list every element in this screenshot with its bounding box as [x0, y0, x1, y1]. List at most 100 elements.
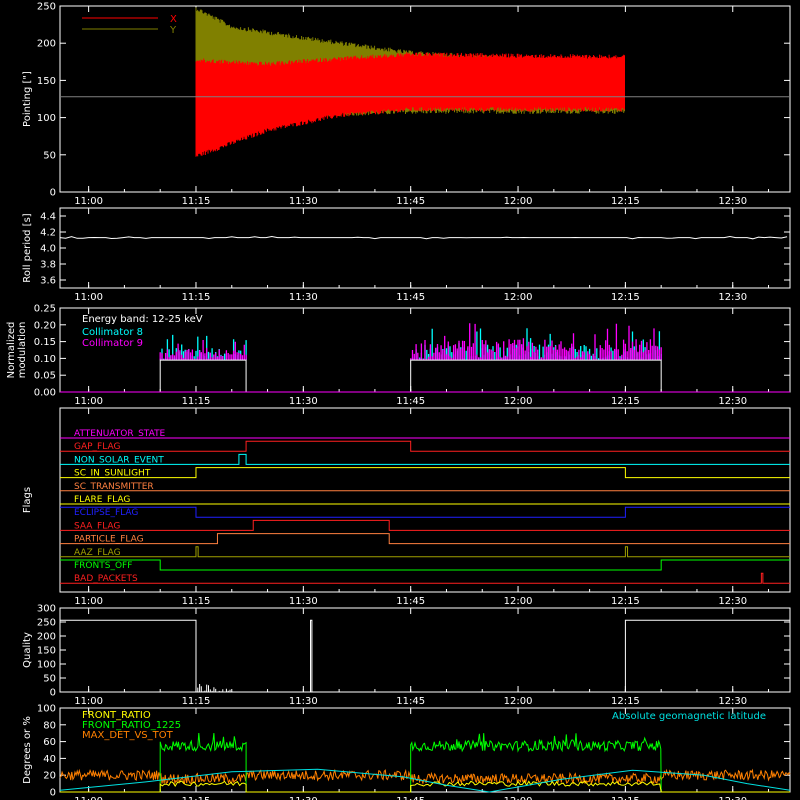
modulation-time-tick-label: 12:00: [504, 396, 533, 407]
roll-time-tick-label: 11:45: [396, 292, 425, 303]
roll-time-tick-label: 12:15: [611, 292, 640, 303]
flag-fronts-off-label: FRONTS_OFF: [74, 561, 132, 571]
pointing-time-tick-label: 12:15: [611, 196, 640, 207]
flags-frame: [59, 407, 791, 593]
quality-line: [60, 619, 790, 693]
quality-noise: [195, 684, 238, 692]
flags-time-tick-label: 11:45: [396, 596, 425, 607]
quality-y-tick-label: 200: [37, 632, 56, 643]
flag-flare-flag-label: FLARE_FLAG: [74, 495, 130, 505]
modulation-y-tick-label: 0.00: [34, 388, 56, 399]
flags-panel: 11:00 11:15 11:30 11:45 12:00 12:15 12:30 Flags…: [22, 407, 791, 607]
quality-y-tick-label: 250: [37, 618, 56, 629]
degrees-y-tick-label: 40: [43, 754, 56, 765]
quality-time-tick-label: 12:00: [504, 696, 533, 707]
roll-y-tick-label: 3.8: [40, 260, 56, 271]
modulation-y-label: modulation: [17, 322, 28, 379]
modulation-panel: 11:00 11:15 11:30 11:45 12:00 12:15 12:30 Norma…: [6, 304, 791, 407]
degrees-y-tick-label: 60: [43, 737, 56, 748]
quality-y-tick-label: 300: [37, 604, 56, 615]
flag-particle-flag-trace: [60, 533, 790, 545]
flag-non-solar-event-label: NON_SOLAR_EVENT: [74, 455, 164, 465]
degrees-y-tick-label: 80: [43, 720, 56, 731]
roll-y-tick-label: 3.6: [40, 276, 56, 287]
legend-max-det-vs-tot: MAX_DET_VS_TOT: [82, 730, 174, 741]
pointing-time-tick-label: 12:30: [718, 196, 747, 207]
quality-y-tick-label: 150: [37, 646, 56, 657]
degrees-y-tick-label: 20: [43, 771, 56, 782]
pointing-time-tick-label: 11:00: [74, 196, 103, 207]
degrees-y-label: Degrees or %: [22, 716, 33, 784]
roll-y-tick-label: 4.4: [40, 212, 56, 223]
flag-gap-flag-trace: [60, 440, 790, 452]
quality-time-tick-label: 11:00: [74, 696, 103, 707]
pointing-time-tick-label: 12:00: [504, 196, 533, 207]
quality-time-tick-label: 12:15: [611, 696, 640, 707]
modulation-y-tick-label: 0.20: [34, 320, 56, 331]
quality-panel: 11:00 11:15 11:30 11:45 12:00 12:15 12:30 Quali…: [22, 604, 791, 707]
degrees-time-tick-label: 11:15: [182, 796, 211, 800]
modulation-y-tick-label: 0.10: [34, 354, 56, 365]
roll-frame: [59, 207, 791, 289]
modulation-y-tick-label: 0.25: [34, 304, 56, 315]
modulation-time-tick-label: 11:00: [74, 396, 103, 407]
quality-time-tick-label: 11:30: [289, 696, 318, 707]
quality-y-tick-label: 100: [37, 660, 56, 671]
series-max-det-vs-tot: [59, 768, 791, 786]
pointing-panel: 11:00 11:15 11:30 11:45 12:00 12:15 12:30 Point…: [22, 2, 791, 207]
flag-particle-flag-label: PARTICLE_FLAG: [74, 535, 144, 545]
modulation-y-tick-label: 0.15: [34, 337, 56, 348]
roll-time-tick-label: 12:00: [504, 292, 533, 303]
degrees-time-tick-label: 11:45: [396, 796, 425, 800]
flags-time-tick-label: 11:15: [182, 596, 211, 607]
modulation-time-tick-label: 11:30: [289, 396, 318, 407]
pointing-time-tick-label: 11:15: [182, 196, 211, 207]
roll-y-label: Roll period [s]: [22, 213, 33, 282]
flag-aaz-flag-label: AAZ_FLAG: [74, 548, 121, 558]
legend-x-label: X: [170, 14, 177, 25]
degrees-y-tick-label: 0: [50, 788, 56, 799]
roll-panel: 11:00 11:15 11:30 11:45 12:00 12:15 12:30 Roll …: [22, 207, 791, 303]
modulation-y-label: Normalized: [6, 322, 17, 379]
series-geomagnetic-latitude: [59, 768, 791, 793]
roll-period-line: [59, 235, 788, 240]
flag-bad-packets-trace: [60, 572, 790, 584]
modulation-y-tick-label: 0.05: [34, 371, 56, 382]
quality-time-tick-label: 11:45: [396, 696, 425, 707]
pointing-frame: [59, 5, 791, 193]
flag-bad-packets-label: BAD_PACKETS: [74, 574, 138, 584]
pointing-time-tick-label: 11:30: [289, 196, 318, 207]
degrees-panel: 11:00 11:15 11:30 11:45 12:00 12:15 12:30 Degre…: [22, 704, 791, 800]
degrees-time-tick-label: 12:30: [718, 796, 747, 800]
flags-time-tick-label: 11:00: [74, 596, 103, 607]
degrees-time-tick-label: 11:00: [74, 796, 103, 800]
roll-time-tick-label: 12:30: [718, 292, 747, 303]
legend-collimator-8: Collimator 8: [82, 327, 143, 338]
flag-gap-flag-label: GAP_FLAG: [74, 442, 120, 452]
roll-time-tick-label: 11:30: [289, 292, 318, 303]
flag-saa-flag-trace: [60, 519, 790, 531]
pointing-y-tick-label: 50: [43, 150, 56, 161]
pointing-y-tick-label: 250: [37, 2, 56, 13]
roll-y-tick-label: 4.0: [40, 244, 56, 255]
flags-time-tick-label: 11:30: [289, 596, 318, 607]
quality-y-label: Quality: [22, 632, 33, 668]
roll-y-tick-label: 4.2: [40, 228, 56, 239]
pointing-y-tick-label: 100: [37, 113, 56, 124]
legend-collimator-9: Collimator 9: [82, 338, 143, 349]
modulation-time-tick-label: 12:30: [718, 396, 747, 407]
pointing-y-tick-label: 0: [50, 188, 56, 199]
modulation-time-tick-label: 11:45: [396, 396, 425, 407]
flag-sc-in-sunlight-trace: [60, 467, 790, 479]
modulation-envelope-line: [60, 359, 790, 393]
degrees-time-tick-label: 12:15: [611, 796, 640, 800]
series-x-trace: [195, 52, 625, 157]
flags-time-tick-label: 12:00: [504, 596, 533, 607]
pointing-time-tick-label: 11:45: [396, 196, 425, 207]
flag-non-solar-event-trace: [60, 453, 790, 465]
degrees-time-tick-label: 12:00: [504, 796, 533, 800]
modulation-time-tick-label: 11:15: [182, 396, 211, 407]
pointing-y-tick-label: 200: [37, 39, 56, 50]
